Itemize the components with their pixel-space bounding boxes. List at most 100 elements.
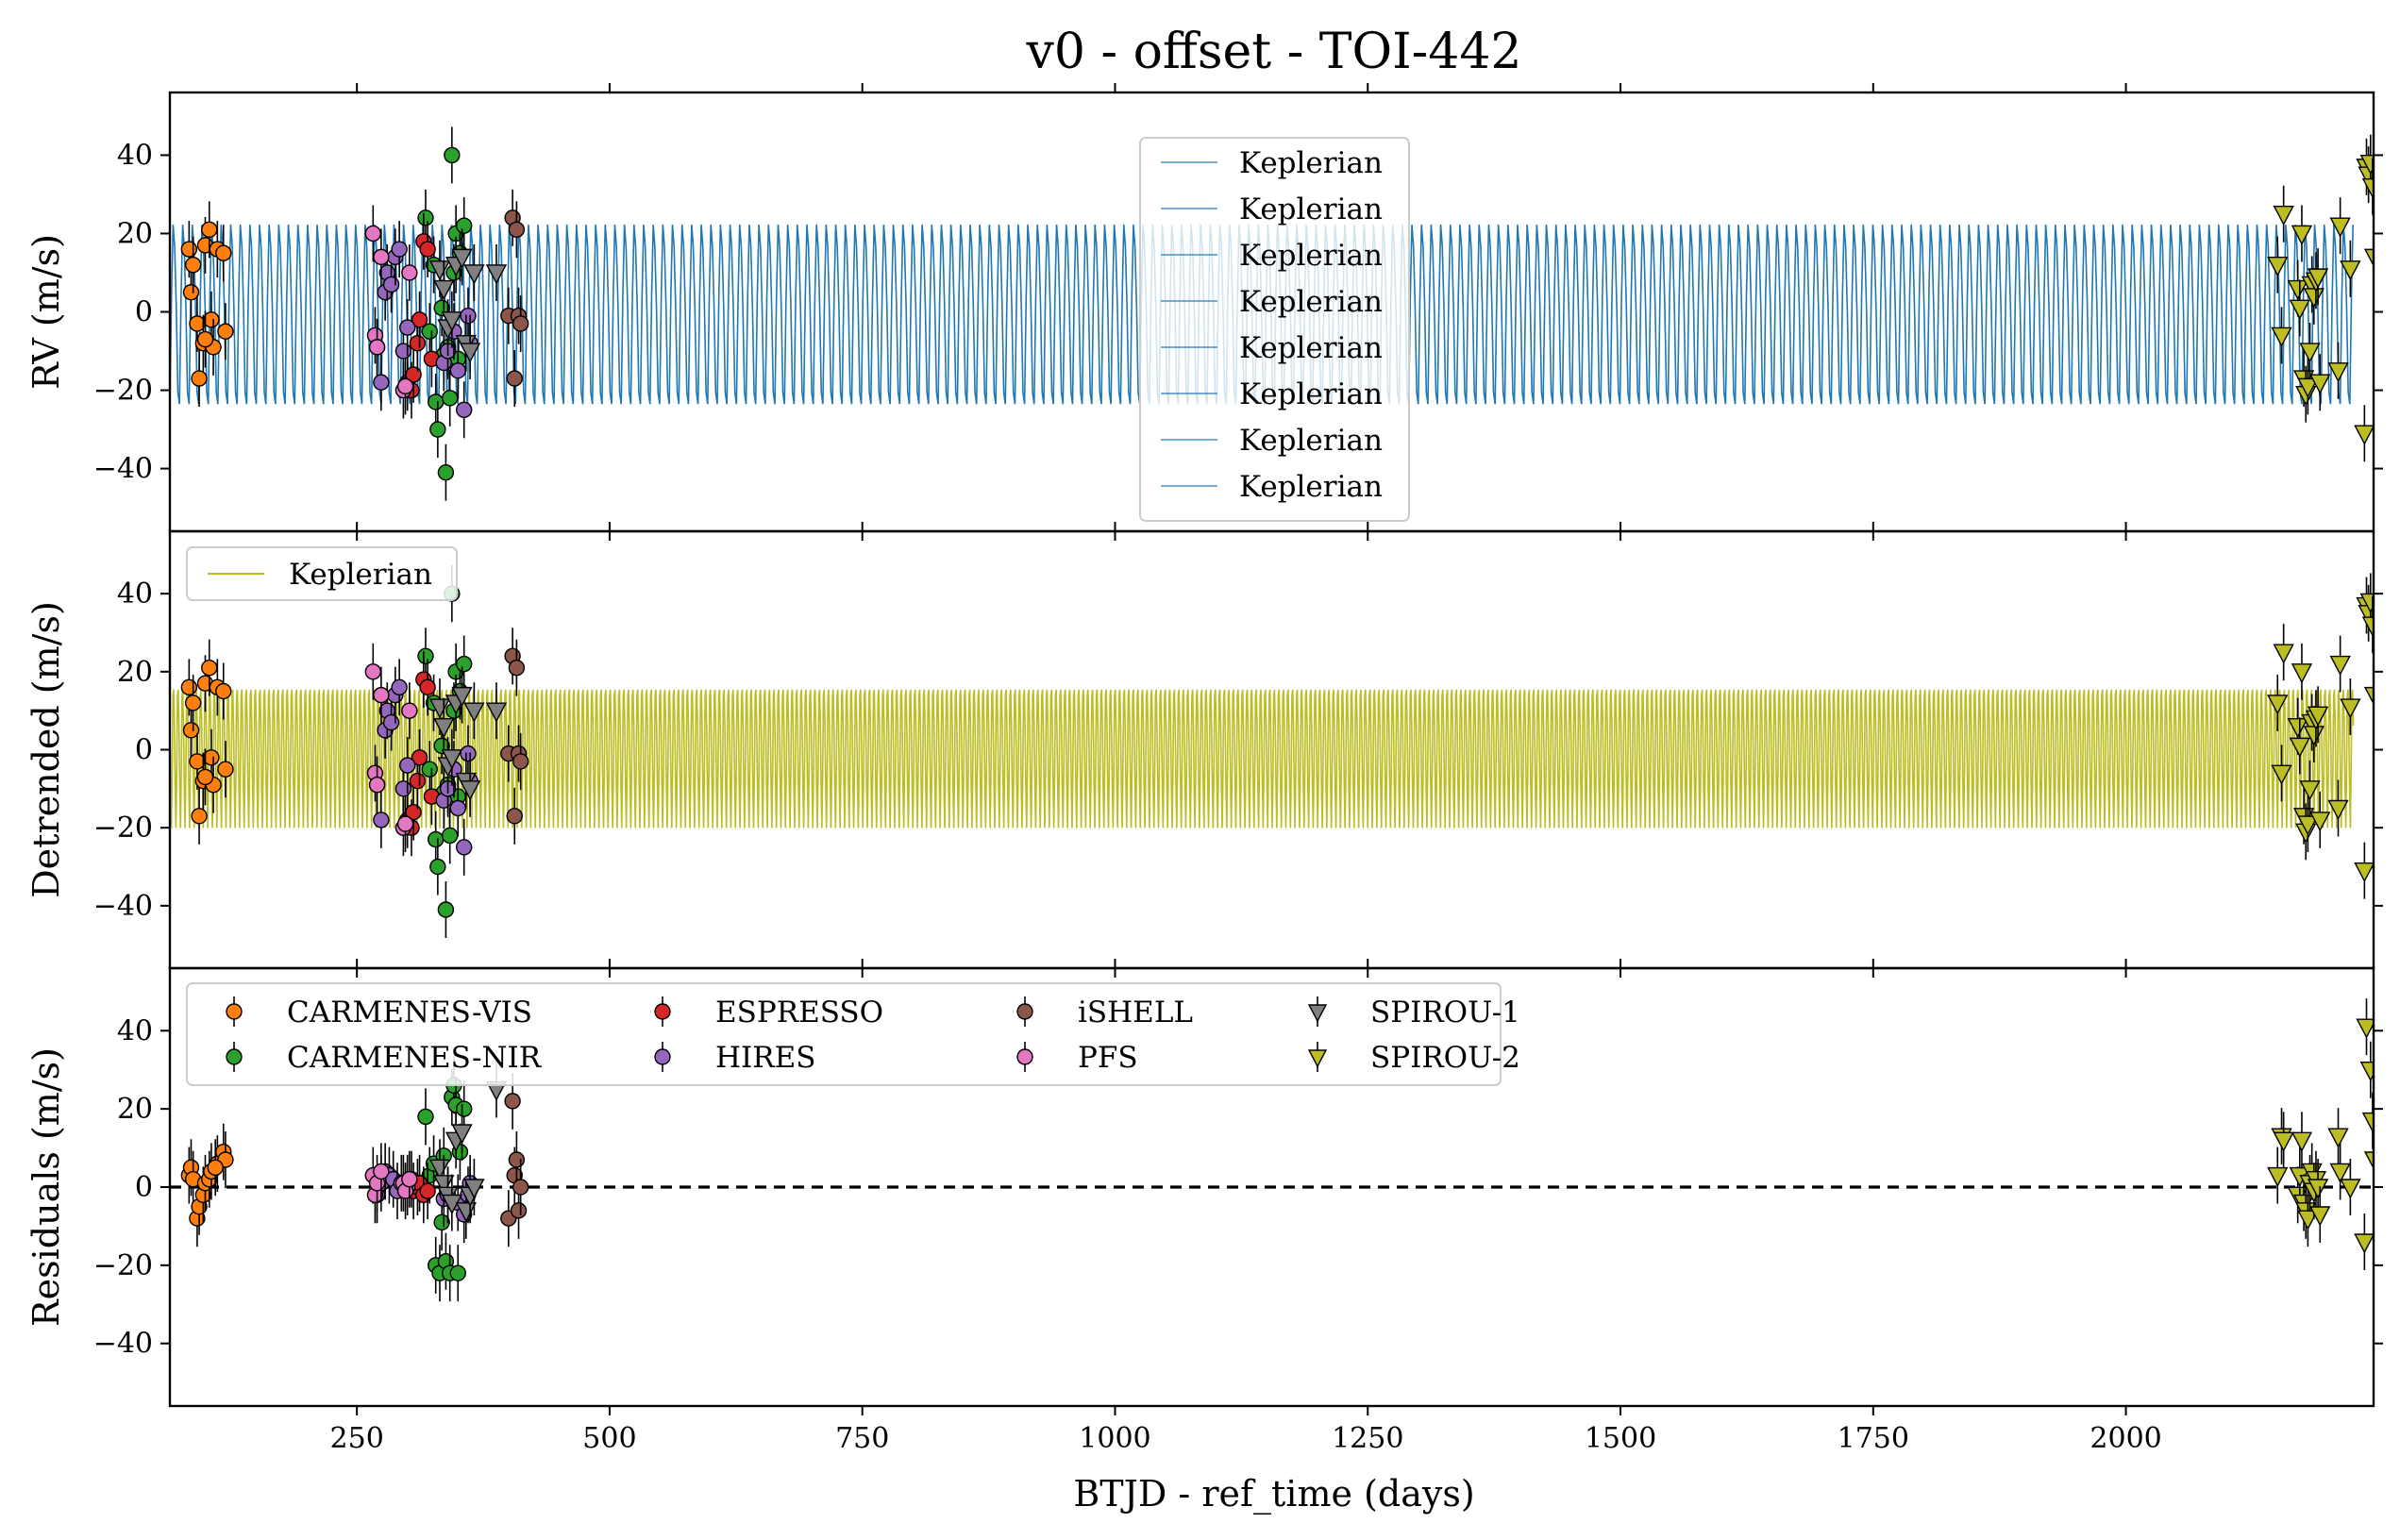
data-point [184, 256, 202, 274]
y-tick-label: 40 [117, 1014, 153, 1047]
data-point [368, 339, 386, 356]
data-point [201, 221, 218, 239]
data-point [373, 1163, 390, 1180]
data-point [2329, 655, 2351, 677]
y-tick-label: 40 [117, 578, 153, 611]
data-point [485, 264, 508, 285]
panel-content [170, 126, 2374, 501]
data-point [504, 1093, 521, 1110]
data-point [449, 799, 466, 817]
y-tick-label: 20 [117, 1093, 153, 1126]
data-point [419, 1182, 436, 1199]
data-point [401, 1171, 418, 1188]
data-point [512, 753, 529, 770]
data-point [196, 768, 214, 786]
data-point [184, 695, 202, 711]
y-axis-label-residuals: Residuals (m/s) [25, 1047, 67, 1327]
data-point [207, 1159, 224, 1176]
x-tick-label: 500 [582, 1422, 636, 1455]
data-point [460, 307, 477, 325]
x-tick-label: 750 [835, 1422, 889, 1455]
data-point [2267, 695, 2289, 715]
legend-entry-carmenes-nir: CARMENES-NIR [226, 1041, 543, 1075]
legend-rv: Keplerian Keplerian Keplerian Keplerian Kepl… [1139, 137, 1410, 522]
legend-entry-label: HIRES [715, 1041, 816, 1075]
legend-instruments: CARMENES-VIS CARMENES-NIR ESPRESSO HIRES iSH… [186, 982, 1520, 1086]
data-point [391, 241, 408, 258]
data-point [189, 753, 206, 770]
data-point [203, 311, 220, 328]
legend-entry-label: SPIROU-2 [1370, 1041, 1520, 1075]
series-carmenes-vis [180, 1123, 234, 1247]
data-point [427, 393, 445, 410]
series-ishell [500, 628, 529, 845]
legend-marker [654, 1003, 671, 1020]
data-point [2327, 362, 2349, 383]
data-point [506, 370, 523, 387]
legend-entry-label: CARMENES-VIS [287, 996, 532, 1029]
data-point [485, 702, 508, 723]
legend-entry-pfs: PFS [1016, 1041, 1138, 1075]
data-point [421, 323, 438, 340]
legend-entry-label: Keplerian [1239, 192, 1383, 226]
data-point [2287, 279, 2308, 301]
data-point [201, 659, 218, 677]
legend-entry-label: Keplerian [1239, 146, 1383, 180]
legend-box [186, 982, 1502, 1086]
data-point [455, 217, 473, 234]
y-tick-label: −40 [93, 1328, 153, 1361]
data-point [217, 323, 234, 340]
data-point [451, 1124, 473, 1145]
data-point [409, 772, 427, 790]
data-point [2291, 1131, 2313, 1152]
x-tick-label: 1000 [1079, 1422, 1150, 1455]
panel-content [170, 998, 2374, 1302]
chart-title: v0 - offset - TOI-442 [1025, 24, 1521, 80]
series-pfs [364, 1143, 418, 1224]
legend-box [1139, 137, 1410, 522]
y-tick-label: −20 [93, 375, 153, 408]
data-point [437, 464, 455, 481]
data-point [460, 745, 477, 762]
data-point [449, 1264, 466, 1281]
y-tick-label: 20 [117, 656, 153, 689]
data-point [396, 815, 414, 832]
x-axis-label: BTJD - ref_time (days) [1073, 1473, 1474, 1515]
legend-entry-label: Keplerian [1239, 470, 1383, 504]
y-tick-label: 0 [135, 296, 153, 329]
data-point [459, 343, 481, 363]
data-point [2354, 1233, 2374, 1254]
legend-marker [226, 1048, 243, 1065]
legend-marker [1016, 1048, 1033, 1065]
series-carmenes-vis [180, 639, 234, 845]
data-point [396, 377, 414, 395]
y-axis-label-detrended: Detrended (m/s) [25, 601, 67, 898]
panel-content [170, 565, 2374, 938]
data-point [508, 659, 526, 677]
data-point [506, 808, 523, 825]
series-ishell [500, 189, 529, 408]
data-point [2359, 1062, 2374, 1082]
data-point [382, 276, 400, 293]
series-ishell [500, 1072, 529, 1247]
data-point [203, 749, 220, 766]
data-point [455, 401, 473, 418]
data-point [2356, 1018, 2374, 1039]
x-tick-label: 1250 [1332, 1422, 1403, 1455]
data-point [463, 702, 485, 723]
series-pfs [364, 643, 418, 857]
x-tick-label: 250 [330, 1422, 384, 1455]
data-point [441, 311, 462, 332]
legend-detrended: Keplerian [186, 546, 458, 601]
data-point [510, 1202, 528, 1219]
series-spirou-2 [2267, 573, 2374, 899]
series-spirou-1 [428, 666, 508, 817]
data-point [455, 1100, 473, 1117]
data-point [373, 374, 390, 391]
data-point [429, 858, 446, 876]
data-point [411, 311, 428, 328]
legend-box [186, 546, 458, 601]
data-point [2309, 374, 2331, 394]
data-point [429, 421, 446, 438]
